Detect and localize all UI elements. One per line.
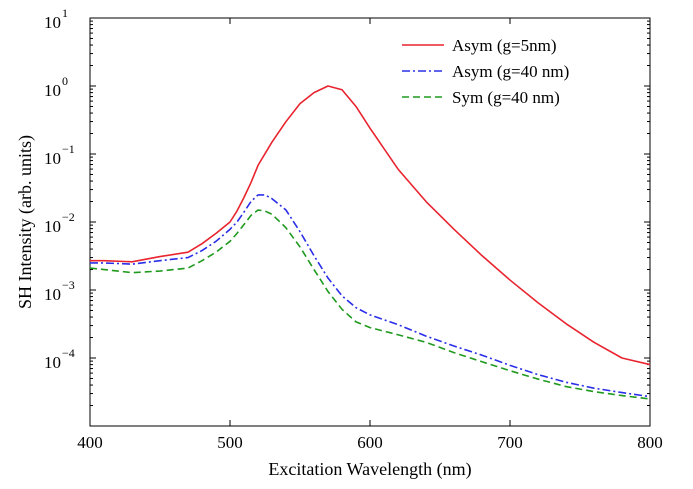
y-tick-label-exponent: −4 <box>62 346 75 360</box>
series-line-3 <box>89 209 651 400</box>
y-tick-label-base: 10 <box>44 217 61 236</box>
x-axis-title: Excitation Wavelength (nm) <box>268 459 471 480</box>
y-axis-title: SH Intensity (arb. units) <box>15 135 36 309</box>
y-tick-label-exponent: −1 <box>62 142 75 156</box>
y-tick-label-exponent: −3 <box>62 278 75 292</box>
x-tick-label: 500 <box>217 433 243 452</box>
legend-label-2: Asym (g=40 nm) <box>452 62 569 81</box>
y-tick-label-exponent: 0 <box>62 74 68 88</box>
legend: Asym (g=5nm) Asym (g=40 nm) Sym (g=40 nm) <box>402 36 569 107</box>
y-tick-label-exponent: 1 <box>62 6 68 20</box>
y-tick-label-base: 10 <box>44 285 61 304</box>
y-tick-label-base: 10 <box>44 81 61 100</box>
x-tick-label: 400 <box>77 433 103 452</box>
series-line-1 <box>90 85 651 366</box>
y-tick-label-base: 10 <box>44 13 61 32</box>
legend-label-1: Asym (g=5nm) <box>452 36 557 55</box>
legend-label-3: Sym (g=40 nm) <box>452 88 560 107</box>
y-tick-label-base: 10 <box>44 353 61 372</box>
x-tick-label: 600 <box>357 433 383 452</box>
series-layer <box>89 85 651 400</box>
y-tick-label-base: 10 <box>44 149 61 168</box>
series-line-2 <box>90 194 651 398</box>
x-tick-label: 800 <box>637 433 663 452</box>
x-tick-label: 700 <box>497 433 523 452</box>
y-tick-label-exponent: −2 <box>62 210 75 224</box>
